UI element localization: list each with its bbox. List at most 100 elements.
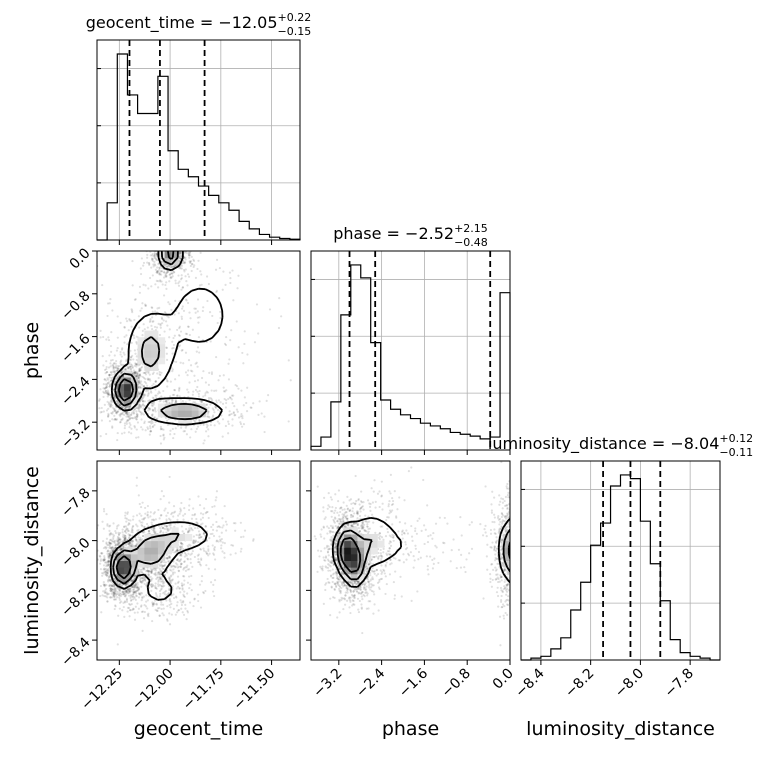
scatter-point [167, 230, 169, 232]
scatter-point [210, 525, 213, 529]
scatter-point [142, 264, 145, 267]
scatter-point [153, 527, 156, 530]
scatter-point [162, 245, 164, 247]
scatter-point [221, 541, 224, 544]
scatter-point [151, 316, 154, 319]
scatter-point [106, 523, 109, 526]
scatter-point [122, 545, 125, 548]
scatter-point [121, 405, 124, 409]
scatter-point [153, 531, 156, 534]
scatter-point [168, 328, 171, 331]
axes-frame [96, 39, 301, 241]
scatter-point [155, 603, 158, 606]
scatter-point [158, 576, 162, 580]
scatter-point [162, 567, 165, 571]
scatter-point [116, 540, 119, 543]
title-geocent_time: geocent_time = −12.05+0.22 −0.15 [86, 11, 312, 38]
scatter-point [97, 558, 100, 561]
scatter-point [190, 574, 193, 578]
scatter-point [278, 297, 281, 300]
scatter-point [165, 400, 168, 403]
scatter-point [156, 576, 159, 579]
scatter-point [174, 595, 178, 598]
scatter-point [106, 314, 109, 318]
scatter-point [120, 548, 123, 551]
scatter-point [140, 386, 143, 389]
scatter-panel-geocent_time-phase [92, 230, 301, 455]
scatter-point [162, 264, 166, 267]
scatter-point [180, 264, 184, 267]
scatter-point [184, 261, 187, 264]
scatter-point [215, 289, 219, 293]
scatter-point [140, 585, 143, 588]
scatter-point [106, 377, 109, 380]
scatter-point [144, 371, 147, 374]
scatter-point [131, 579, 134, 583]
scatter-point [111, 585, 114, 588]
scatter-point [188, 586, 191, 590]
scatter-point [147, 406, 150, 409]
density-cell [164, 410, 172, 418]
scatter-point [133, 584, 137, 587]
scatter-point [246, 353, 249, 356]
scatter-point [146, 389, 150, 392]
scatter-point [172, 515, 175, 518]
scatter-point [111, 406, 114, 409]
scatter-point [110, 546, 113, 549]
scatter-point [107, 567, 110, 570]
scatter-point [214, 405, 217, 408]
scatter-point [138, 410, 142, 413]
scatter-point [137, 374, 141, 377]
scatter-point [179, 234, 181, 236]
scatter-point [225, 389, 228, 392]
scatter-point [196, 425, 200, 428]
scatter-point [141, 412, 144, 415]
scatter-point [166, 324, 169, 327]
scatter-point [188, 251, 191, 254]
density-cell [117, 396, 125, 405]
scatter-point [107, 578, 110, 581]
scatter-point [159, 425, 162, 429]
scatter-point [119, 415, 122, 418]
density-cell [137, 337, 145, 345]
scatter-point [134, 584, 137, 587]
scatter-point [173, 564, 176, 568]
scatter-point [177, 244, 179, 246]
scatter-point [129, 356, 133, 359]
scatter-point [215, 529, 218, 532]
scatter-point [106, 550, 109, 553]
scatter-point [131, 311, 134, 314]
scatter-point [178, 325, 181, 328]
scatter-point [112, 408, 116, 411]
scatter-point [105, 563, 108, 566]
scatter-point [200, 400, 203, 404]
scatter-point [168, 395, 172, 398]
scatter-point [258, 400, 261, 403]
scatter-point [118, 589, 122, 592]
scatter-point [180, 601, 183, 604]
scatter-point [172, 336, 175, 340]
scatter-point [159, 399, 162, 402]
scatter-point [104, 545, 107, 549]
scatter-point [112, 365, 115, 368]
scatter-point [183, 590, 186, 593]
scatter-point [170, 272, 174, 275]
scatter-point [125, 528, 128, 531]
scatter-point [216, 321, 219, 325]
scatter-point [138, 392, 141, 396]
scatter-point [107, 554, 110, 557]
scatter-point [132, 410, 135, 413]
scatter-point [179, 236, 181, 238]
scatter-point [167, 240, 169, 242]
scatter-point [140, 413, 143, 416]
scatter-point [109, 379, 112, 383]
scatter-point [242, 362, 245, 365]
scatter-point [173, 243, 175, 245]
scatter-point [184, 298, 187, 301]
scatter-point [151, 253, 154, 256]
scatter-point [158, 614, 161, 617]
scatter-point [112, 368, 115, 371]
scatter-point [161, 247, 163, 249]
scatter-point [224, 343, 228, 347]
scatter-point [196, 540, 200, 544]
